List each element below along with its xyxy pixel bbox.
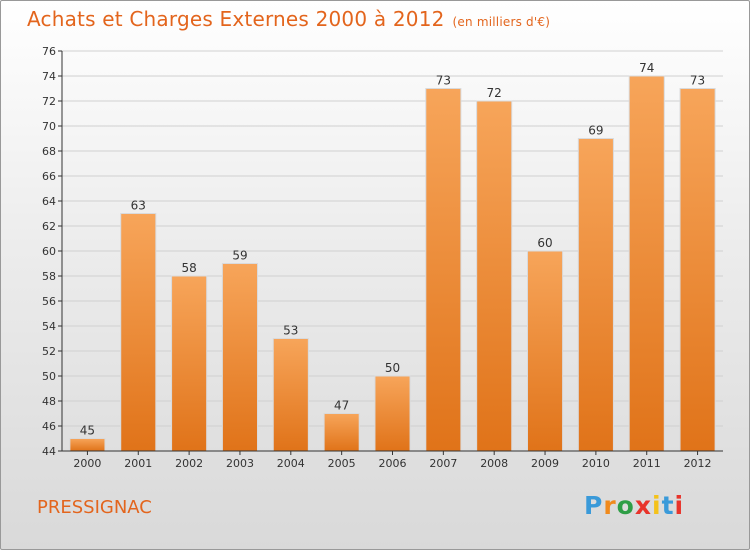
- data-label: 53: [283, 324, 298, 338]
- proxiti-logo: Proxiti: [584, 491, 684, 520]
- logo-letter: o: [616, 491, 635, 520]
- x-tick-label: 2002: [175, 457, 203, 470]
- x-tick-label: 2001: [124, 457, 152, 470]
- y-tick-label: 70: [42, 120, 56, 133]
- data-label: 59: [232, 249, 247, 263]
- y-tick-label: 56: [42, 295, 56, 308]
- y-tick-label: 72: [42, 95, 56, 108]
- data-label: 74: [639, 61, 654, 75]
- chart-title-text: Achats et Charges Externes 2000 à 2012: [27, 7, 445, 31]
- x-tick-label: 2008: [480, 457, 508, 470]
- logo-letter: t: [661, 491, 675, 520]
- bar-2000: [69, 438, 106, 452]
- data-label: 73: [690, 74, 705, 88]
- y-tick-label: 66: [42, 170, 56, 183]
- bar-2006: [374, 375, 411, 452]
- logo-letter: r: [603, 491, 617, 520]
- bar-2003: [221, 263, 259, 452]
- data-label: 50: [385, 361, 400, 375]
- data-label: 47: [334, 399, 349, 413]
- data-label: 58: [181, 261, 196, 275]
- y-tick-label: 48: [42, 395, 56, 408]
- y-tick-label: 62: [42, 220, 56, 233]
- commune-name: PRESSIGNAC: [37, 497, 152, 518]
- logo-letter: x: [634, 491, 652, 520]
- x-tick-label: 2010: [582, 457, 610, 470]
- x-tick-label: 2011: [633, 457, 661, 470]
- y-tick-label: 46: [42, 420, 56, 433]
- bar-2005: [323, 413, 360, 452]
- bar-2004: [272, 338, 309, 452]
- x-tick-label: 2000: [73, 457, 101, 470]
- logo-letter: i: [652, 491, 662, 520]
- logo-letter: i: [674, 491, 685, 520]
- x-tick-label: 2012: [684, 457, 712, 470]
- y-tick-label: 44: [42, 445, 56, 458]
- x-tick-label: 2009: [531, 457, 559, 470]
- y-tick-label: 74: [42, 70, 56, 83]
- data-label: 72: [487, 86, 502, 100]
- bar-2007: [425, 88, 462, 452]
- bar-2010: [577, 138, 614, 452]
- x-tick-label: 2005: [328, 457, 356, 470]
- chart-subtitle: (en milliers d'€): [452, 15, 551, 29]
- bar-2009: [526, 250, 564, 452]
- y-tick-label: 54: [42, 320, 56, 333]
- bar-2001: [120, 213, 157, 452]
- y-tick-label: 68: [42, 145, 56, 158]
- data-label: 69: [588, 124, 603, 138]
- y-tick-label: 58: [42, 270, 56, 283]
- y-tick-label: 64: [42, 195, 56, 208]
- bar-2012: [679, 88, 716, 452]
- y-tick-label: 76: [42, 45, 56, 58]
- y-tick-label: 52: [42, 345, 56, 358]
- y-tick-label: 50: [42, 370, 56, 383]
- x-tick-label: 2004: [277, 457, 305, 470]
- x-tick-label: 2003: [226, 457, 254, 470]
- bar-2011: [628, 75, 665, 452]
- x-tick-label: 2006: [379, 457, 407, 470]
- y-tick-label: 60: [42, 245, 56, 258]
- bar-2002: [171, 275, 208, 452]
- data-label: 45: [80, 424, 95, 438]
- chart-title: Achats et Charges Externes 2000 à 2012 (e…: [27, 7, 550, 31]
- bar-2008: [476, 100, 513, 452]
- logo-letter: P: [584, 491, 604, 520]
- data-label: 73: [436, 74, 451, 88]
- data-label: 63: [131, 199, 146, 213]
- x-tick-label: 2007: [429, 457, 457, 470]
- data-label: 60: [537, 236, 552, 250]
